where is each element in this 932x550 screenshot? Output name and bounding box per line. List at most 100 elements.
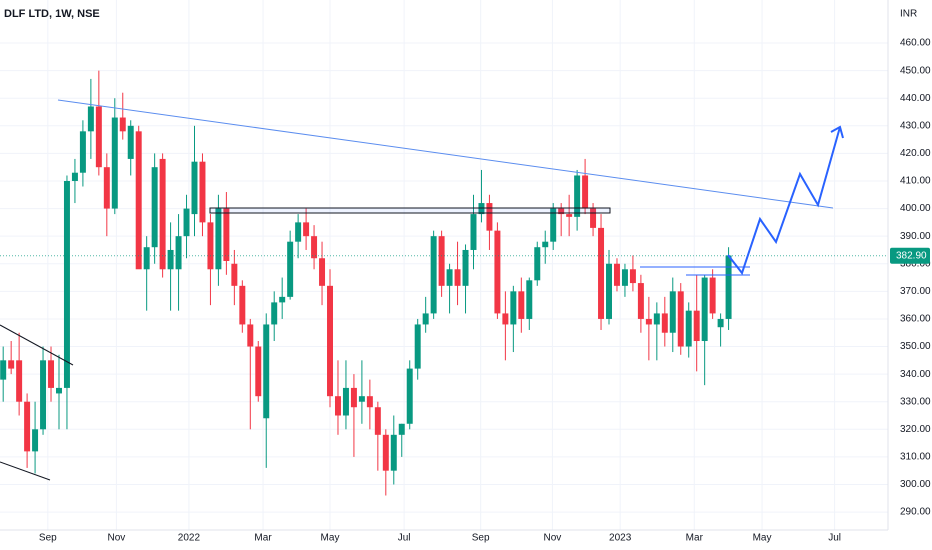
candle-body [542,241,549,248]
y-tick-label: 400.00 [900,203,931,214]
last-price-label: 382.90 [896,250,927,261]
candle-body [645,318,652,325]
candle-body [534,247,541,281]
candle-body [358,396,365,402]
candle-body [334,396,341,416]
currency-label: INR [900,9,917,20]
candle-body [159,158,166,270]
candle-body [430,236,437,314]
candle-body [223,208,230,261]
candle-body [661,313,668,333]
x-tick-label: Sep [472,533,490,544]
y-tick-label: 390.00 [900,231,931,242]
candle-body [71,172,78,181]
candle-body [287,241,294,297]
candle-body [382,434,389,471]
candle-body [558,208,565,215]
candle-body [103,167,110,209]
candle-body [127,125,134,159]
y-tick-label: 460.00 [900,38,931,49]
candle-body [685,310,692,347]
candle-body [0,360,7,380]
last-price-tag [890,247,930,264]
y-tick-label: 440.00 [900,93,931,104]
candle-body [295,222,302,242]
y-tick-label: 300.00 [900,479,931,490]
candle-body [717,318,724,328]
candle-body [390,434,397,471]
candle-body [191,161,198,215]
candle-body [215,208,222,270]
y-tick-label: 420.00 [900,148,931,159]
x-tick-label: 2022 [178,533,201,544]
y-tick-label: 310.00 [900,452,931,463]
candle-body [398,423,405,435]
y-tick-label: 360.00 [900,314,931,325]
candle-body [518,291,525,319]
drawings [0,99,844,481]
candle-body [342,387,349,416]
y-tick-label: 320.00 [900,424,931,435]
x-tick-label: Mar [254,533,272,544]
candle-body [502,313,509,325]
candle-body [677,291,684,347]
candle-body [629,269,636,284]
candle-body [422,313,429,325]
chart-title: DLF LTD, 1W, NSE [4,8,100,20]
candle-body [319,258,326,286]
candle-body [311,236,318,259]
candle-body [462,249,469,286]
x-tick-label: 2023 [609,533,632,544]
candle-body [63,180,70,388]
x-tick-label: Nov [107,533,125,544]
candle-body [239,285,246,325]
candle-body [167,249,174,270]
y-tick-label: 380.00 [900,258,931,269]
candle-body [271,302,278,325]
candle-body [701,277,708,342]
candle-body [95,106,102,168]
candle-body [478,203,485,215]
candle-body [87,106,94,132]
x-tick-label: Sep [39,533,57,544]
y-tick-label: 350.00 [900,341,931,352]
candle-body [725,255,732,319]
candle-body [207,222,214,270]
candle-body [613,263,620,286]
candle-body [135,131,142,270]
candle-body [263,324,270,419]
candle-body [48,360,55,388]
candle-body [55,387,62,394]
candle-body [366,396,373,408]
candle-body [231,263,238,286]
candle-body [111,117,118,209]
candle-body [24,401,31,452]
candle-body [247,324,254,347]
candle-body [143,247,150,270]
y-tick-label: 340.00 [900,369,931,380]
candles [0,70,888,496]
candle-body [119,117,126,132]
y-tick-label: 370.00 [900,286,931,297]
candle-body [446,269,453,286]
candle-body [590,208,597,228]
y-tick-label: 330.00 [900,396,931,407]
candle-body [621,269,628,286]
axes: 290.00 300.00 310.00 320.00 330.00 340.00 350.… [39,38,931,544]
x-tick-label: Mar [686,533,704,544]
projection-path [727,126,841,276]
y-tick-label: 430.00 [900,120,931,131]
candle-body [454,269,461,286]
candle-body [279,296,286,303]
candle-body [32,429,39,452]
y-tick-label: 410.00 [900,176,931,187]
candle-body [574,175,581,217]
candle-body [494,230,501,314]
candle-body [486,203,493,231]
x-tick-label: May [321,533,340,544]
candle-body [438,236,445,286]
candle-body [637,283,644,319]
candle-body [693,310,700,342]
x-tick-label: Jul [398,533,411,544]
